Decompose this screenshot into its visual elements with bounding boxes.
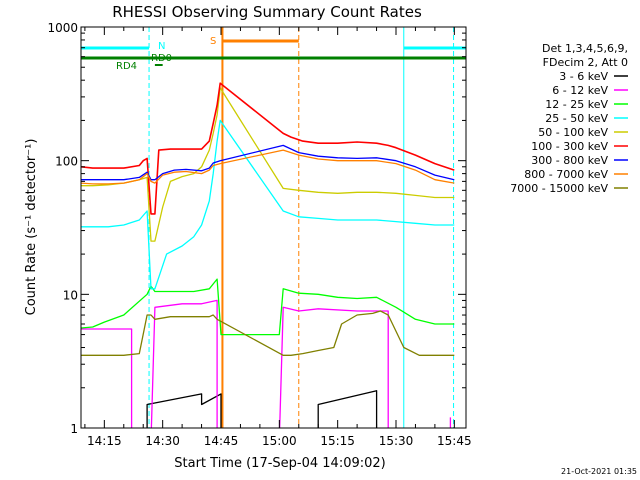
plot-frame bbox=[80, 26, 467, 429]
series-line-8 bbox=[81, 310, 455, 356]
x-tick-label-4: 15:15 bbox=[320, 434, 355, 448]
series-line-3 bbox=[81, 119, 455, 290]
chart-title: RHESSI Observing Summary Count Rates bbox=[112, 3, 422, 21]
x-tick-label-2: 14:45 bbox=[204, 434, 239, 448]
x-tick-label-5: 15:30 bbox=[379, 434, 414, 448]
night-marker-label: N bbox=[158, 41, 165, 52]
x-tick-label-1: 14:30 bbox=[145, 434, 180, 448]
legend-label-5: 100 - 300 keV bbox=[531, 140, 608, 153]
legend-header-1: FDecim 2, Att 0 bbox=[543, 56, 628, 69]
series-line-4 bbox=[81, 87, 455, 242]
rd4-marker-label: RD4 bbox=[116, 61, 137, 72]
y-tick-label-3: 1000 bbox=[47, 21, 78, 35]
legend-label-2: 12 - 25 keV bbox=[545, 98, 608, 111]
legend-label-0: 3 - 6 keV bbox=[559, 70, 608, 83]
x-tick-label-6: 15:45 bbox=[437, 434, 472, 448]
series-line-7 bbox=[81, 149, 455, 185]
series-line-6 bbox=[81, 144, 455, 181]
series-line-0 bbox=[146, 390, 378, 428]
legend: Det 1,3,4,5,6,9,FDecim 2, Att 03 - 6 keV… bbox=[510, 42, 628, 195]
x-tick-label-3: 15:00 bbox=[262, 434, 297, 448]
legend-label-8: 7000 - 15000 keV bbox=[510, 182, 608, 195]
legend-label-1: 6 - 12 keV bbox=[552, 84, 608, 97]
y-tick-label-0: 1 bbox=[70, 422, 78, 436]
axes: 1 10 100 1000 14:15 14:30 14:45 15:00 15:15 15:30… bbox=[47, 21, 471, 448]
legend-label-3: 25 - 50 keV bbox=[545, 112, 608, 125]
y-tick-label-1: 10 bbox=[63, 288, 78, 302]
series-line-1 bbox=[81, 299, 452, 428]
y-axis-label: Count Rate (s⁻¹ detector⁻¹) bbox=[24, 139, 39, 316]
legend-header-0: Det 1,3,4,5,6,9, bbox=[542, 42, 628, 55]
footer-date: 21-Oct-2021 01:35 bbox=[561, 467, 637, 476]
legend-label-4: 50 - 100 keV bbox=[538, 126, 608, 139]
x-axis-label: Start Time (17-Sep-04 14:09:02) bbox=[174, 456, 385, 471]
y-tick-label-2: 100 bbox=[55, 155, 78, 169]
legend-label-7: 800 - 7000 keV bbox=[524, 168, 608, 181]
x-tick-label-0: 14:15 bbox=[87, 434, 122, 448]
rd0-marker-label: RD0 bbox=[151, 53, 172, 64]
series-line-5 bbox=[81, 82, 455, 215]
saa-marker-label: S bbox=[210, 36, 216, 47]
series-line-2 bbox=[81, 278, 455, 336]
legend-label-6: 300 - 800 keV bbox=[531, 154, 608, 167]
